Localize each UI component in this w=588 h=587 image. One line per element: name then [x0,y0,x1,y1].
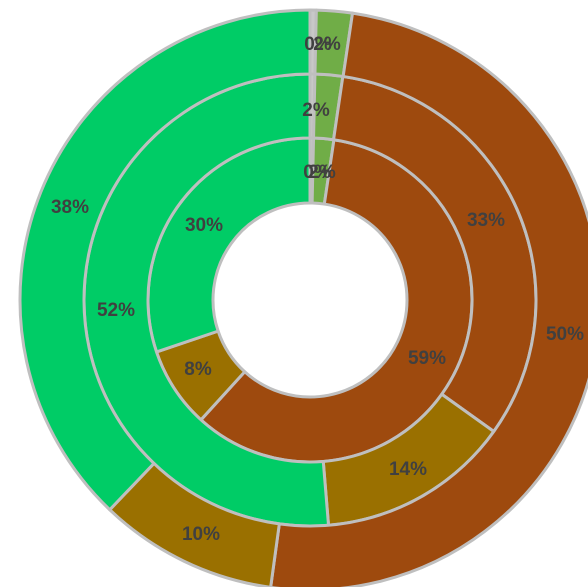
ring-3-label-4: 10% [182,524,220,545]
ring-2-label-2: 2% [302,100,330,121]
donut-rings [18,8,588,587]
ring-2-label-3: 33% [467,210,505,231]
ring-1-label-4: 8% [184,359,212,380]
donut-data-labels: 0%2%59%8%30%2%33%14%52%0%2%50%10%38% [51,34,584,545]
ring-3-slice-3 [269,11,588,587]
ring-2-label-4: 14% [389,459,427,480]
ring-1-label-5: 30% [185,215,223,236]
ring-2-label-5: 52% [97,300,135,321]
ring-3-label-3: 50% [546,324,584,345]
ring-1-label-1: 0% [303,162,331,183]
ring-1-label-3: 59% [408,348,446,369]
ring-3-label-2: 2% [313,34,341,55]
ring-3-label-1: 0% [304,34,332,55]
ring-3-label-5: 38% [51,197,89,218]
ring-3-slice-5 [18,8,312,512]
ring-1-label-2: 2% [308,162,336,183]
